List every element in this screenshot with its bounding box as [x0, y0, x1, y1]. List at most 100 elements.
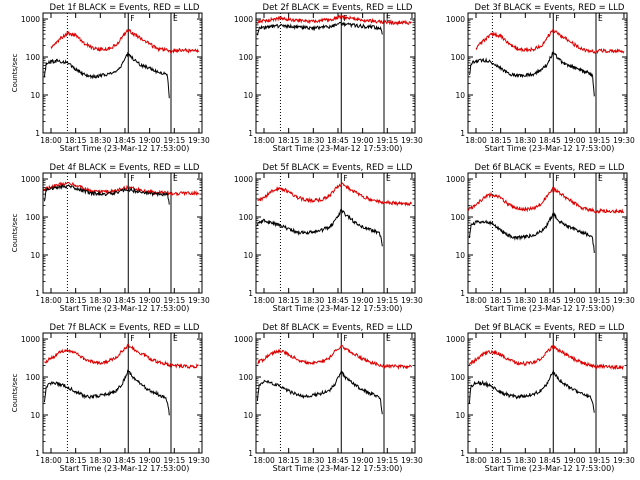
- x-tick-label: 19:30: [188, 296, 210, 305]
- x-tick-label: 18:30: [90, 136, 112, 145]
- panel-det-6: Det 6f BLACK = Events, RED = LLD 1 10 100 10…: [446, 163, 635, 313]
- y-axis-label: Counts/sec: [11, 54, 19, 93]
- y-tick-label: 1000: [446, 175, 465, 184]
- y-tick-label: 1000: [21, 15, 40, 24]
- marker-label: E: [173, 174, 178, 183]
- x-tick-label: 19:15: [163, 456, 185, 465]
- x-axis-label: Start Time (23-Mar-12 17:53:00): [485, 304, 615, 313]
- x-tick-label: 18:30: [303, 456, 325, 465]
- x-tick-label: 19:00: [352, 296, 374, 305]
- marker-label: F: [343, 334, 347, 343]
- panel-title: Det 4f BLACK = Events, RED = LLD: [50, 163, 200, 173]
- series-black-line: [43, 184, 170, 205]
- y-axis-label: Counts/sec: [11, 214, 19, 253]
- panel-det-2: Det 2f BLACK = Events, RED = LLD 1 10 100 10…: [234, 3, 423, 153]
- series-black-line: [468, 370, 595, 413]
- marker-label: F: [130, 334, 134, 343]
- x-tick-label: 18:45: [114, 456, 136, 465]
- x-tick-label: 19:15: [588, 296, 610, 305]
- plot-frame: [255, 332, 416, 454]
- x-tick-label: 19:00: [139, 296, 161, 305]
- y-tick-label: 10: [30, 411, 40, 420]
- x-axis-label: Start Time (23-Mar-12 17:53:00): [485, 144, 615, 153]
- x-tick-label: 19:30: [401, 296, 423, 305]
- plot-frame: [255, 172, 416, 294]
- marker-label: E: [386, 174, 391, 183]
- y-tick-label: 100: [451, 53, 466, 62]
- plot-frame: [467, 172, 628, 294]
- x-tick-label: 19:15: [588, 456, 610, 465]
- x-tick-label: 19:30: [188, 456, 210, 465]
- x-tick-label: 18:00: [465, 456, 487, 465]
- marker-label: F: [343, 174, 347, 183]
- panel-title: Det 8f BLACK = Events, RED = LLD: [263, 323, 413, 333]
- x-tick-label: 18:15: [65, 296, 87, 305]
- x-tick-label: 19:00: [139, 136, 161, 145]
- x-tick-label: 19:30: [613, 296, 635, 305]
- series-red-line: [475, 27, 625, 55]
- y-axis-label: Counts/sec: [11, 374, 19, 413]
- x-tick-label: 19:00: [564, 456, 586, 465]
- x-axis-label: Start Time (23-Mar-12 17:53:00): [60, 304, 190, 313]
- y-tick-label: 10: [455, 251, 465, 260]
- series-red-line: [43, 181, 200, 197]
- x-tick-label: 18:30: [515, 136, 537, 145]
- y-tick-label: 100: [26, 53, 41, 62]
- y-tick-label: 1000: [446, 15, 465, 24]
- series-red-line: [44, 343, 199, 369]
- series-red-line: [50, 28, 199, 54]
- y-tick-label: 100: [451, 213, 466, 222]
- x-axis-label: Start Time (23-Mar-12 17:53:00): [273, 464, 403, 473]
- x-tick-label: 18:30: [515, 296, 537, 305]
- x-tick-label: 18:15: [490, 136, 512, 145]
- x-tick-label: 19:15: [588, 136, 610, 145]
- x-tick-label: 19:15: [376, 136, 398, 145]
- y-tick-label: 10: [30, 251, 40, 260]
- y-tick-label: 1: [35, 129, 40, 138]
- x-tick-label: 18:45: [539, 296, 561, 305]
- x-tick-label: 18:00: [40, 456, 62, 465]
- series-red-line: [257, 14, 412, 26]
- marker-label: F: [130, 174, 134, 183]
- x-tick-label: 18:45: [327, 456, 349, 465]
- x-axis-label: Start Time (23-Mar-12 17:53:00): [273, 144, 403, 153]
- panel-title: Det 2f BLACK = Events, RED = LLD: [263, 3, 413, 13]
- x-tick-label: 18:30: [303, 296, 325, 305]
- x-tick-label: 19:30: [401, 136, 423, 145]
- x-tick-label: 18:45: [114, 296, 136, 305]
- marker-label: E: [386, 14, 391, 23]
- plot-frame: [42, 332, 203, 454]
- y-tick-label: 1: [35, 289, 40, 298]
- y-tick-label: 1000: [21, 335, 40, 344]
- series-black-line: [43, 51, 170, 99]
- marker-label: E: [173, 14, 178, 23]
- y-tick-label: 100: [239, 213, 254, 222]
- x-axis-label: Start Time (23-Mar-12 17:53:00): [60, 144, 190, 153]
- y-tick-label: 1: [35, 449, 40, 458]
- series-red-line: [257, 343, 413, 371]
- plot-frame: [42, 172, 203, 294]
- panel-det-7: Det 7f BLACK = Events, RED = LLD 1 10 100 10…: [11, 323, 210, 473]
- y-tick-label: 1000: [234, 175, 253, 184]
- plot-frame: [42, 12, 203, 134]
- y-tick-label: 10: [243, 411, 253, 420]
- x-tick-label: 19:00: [352, 136, 374, 145]
- x-tick-label: 18:30: [303, 136, 325, 145]
- y-tick-label: 10: [30, 91, 40, 100]
- x-tick-label: 18:45: [327, 296, 349, 305]
- panel-det-8: Det 8f BLACK = Events, RED = LLD 1 10 100 10…: [234, 323, 423, 473]
- series-black-line: [468, 212, 595, 253]
- marker-label: F: [130, 14, 134, 23]
- panel-det-4: Det 4f BLACK = Events, RED = LLD 1 10 100 10…: [11, 163, 210, 313]
- series-black-line: [256, 21, 383, 36]
- marker-label: E: [598, 174, 603, 183]
- y-tick-label: 1: [460, 449, 465, 458]
- x-tick-label: 18:00: [40, 136, 62, 145]
- marker-label: E: [598, 14, 603, 23]
- y-tick-label: 10: [455, 411, 465, 420]
- y-tick-label: 1000: [446, 335, 465, 344]
- y-tick-label: 1: [248, 449, 253, 458]
- x-tick-label: 18:00: [465, 296, 487, 305]
- y-tick-label: 1000: [234, 335, 253, 344]
- x-tick-label: 18:45: [539, 136, 561, 145]
